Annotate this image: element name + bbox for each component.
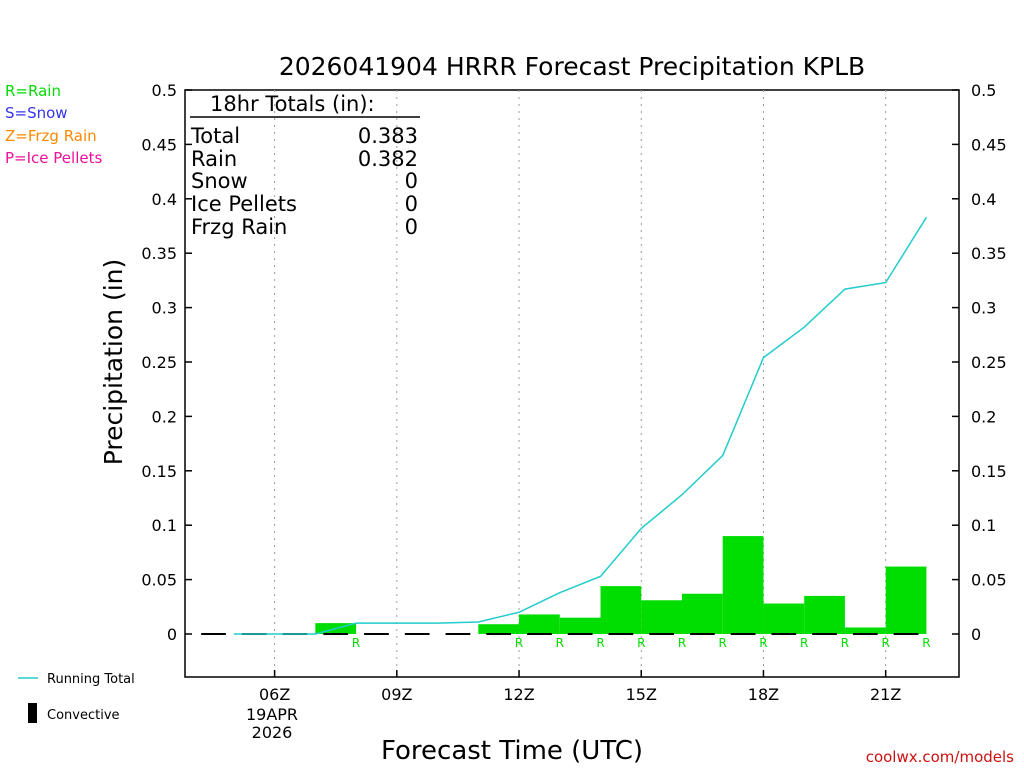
totals-box: 18hr Totals (in): Total 0.383 Rain 0.382…: [190, 92, 420, 239]
y-axis-label: Precipitation (in): [99, 259, 128, 466]
y-tick-label-right: 0.25: [971, 353, 1007, 372]
precip-type-marker: R: [800, 636, 808, 650]
precip-bar: [519, 614, 560, 634]
precip-type-marker: R: [556, 636, 564, 650]
y-tick-label-right: 0.5: [971, 81, 996, 100]
precip-type-marker: R: [922, 636, 930, 650]
legend-ice-pellets: P=Ice Pellets: [5, 149, 102, 167]
precip-type-marker: R: [515, 636, 523, 650]
totals-heading: 18hr Totals (in):: [210, 92, 375, 116]
precip-type-marker: R: [596, 636, 604, 650]
convective-swatch: [28, 703, 37, 723]
totals-value-snow: 0: [405, 169, 418, 193]
precip-type-marker: R: [352, 636, 360, 650]
totals-label-frzg-rain: Frzg Rain: [191, 215, 287, 239]
date-label-year: 2026: [252, 723, 293, 742]
y-axis-right: 0 0.05 0.1 0.15 0.2 0.25 0.3 0.35 0.4 0.45 0.5: [952, 81, 1007, 644]
y-tick-label-left: 0.2: [152, 407, 177, 426]
precip-bar: [722, 536, 764, 634]
x-tick-label: 21Z: [870, 685, 901, 704]
totals-value-rain: 0.382: [358, 147, 418, 171]
plot-frame: [184, 89, 960, 678]
y-tick-label-left: 0.5: [152, 81, 177, 100]
y-tick-label-right: 0.1: [971, 516, 996, 535]
totals-value-ice-pellets: 0: [405, 192, 418, 216]
y-tick-label-left: 0.3: [152, 299, 177, 318]
precip-bar: [844, 627, 886, 634]
precip-bar: [600, 586, 642, 634]
precip-bar: [681, 593, 723, 634]
convective-legend-label: Convective: [47, 708, 120, 723]
y-tick-label-left: 0: [167, 625, 177, 644]
bottom-legend: Running Total Convective: [18, 672, 135, 723]
y-tick-label-left: 0.45: [141, 135, 177, 154]
precip-bar: [559, 617, 601, 634]
y-tick-label-left: 0.4: [152, 190, 177, 209]
y-tick-label-right: 0.35: [971, 244, 1007, 263]
y-axis-left: 0 0.05 0.1 0.15 0.2 0.25 0.3 0.35 0.4 0.45 0.5: [141, 81, 192, 644]
precip-bar: [478, 624, 520, 634]
legend-rain: R=Rain: [5, 82, 61, 100]
x-tick-label: 12Z: [503, 685, 534, 704]
precip-bar: [763, 603, 805, 634]
y-tick-label-left: 0.15: [141, 462, 177, 481]
y-tick-label-right: 0.45: [971, 135, 1007, 154]
totals-label-rain: Rain: [191, 147, 237, 171]
type-legend: R=Rain S=Snow Z=Frzg Rain P=Ice Pellets: [5, 82, 102, 167]
precip-type-marker: R: [719, 636, 727, 650]
date-label-day: 19APR: [246, 705, 298, 724]
x-axis: 06Z 09Z 12Z 15Z 18Z 21Z: [259, 670, 901, 704]
legend-frzg-rain: Z=Frzg Rain: [5, 127, 97, 145]
x-gridlines: [274, 90, 887, 677]
x-tick-label: 18Z: [748, 685, 779, 704]
y-tick-label-left: 0.1: [152, 516, 177, 535]
y-tick-label-right: 0.15: [971, 462, 1007, 481]
totals-value-total: 0.383: [358, 124, 418, 148]
x-tick-label: 06Z: [259, 685, 290, 704]
precip-type-marker: R: [637, 636, 645, 650]
chart-title: 2026041904 HRRR Forecast Precipitation K…: [279, 52, 865, 81]
y-tick-label-left: 0.25: [141, 353, 177, 372]
precip-type-marker: R: [882, 636, 890, 650]
totals-label-total: Total: [190, 124, 240, 148]
y-tick-label-right: 0.05: [971, 571, 1007, 590]
credit-text: coolwx.com/models: [866, 748, 1014, 766]
precip-type-marker: R: [841, 636, 849, 650]
x-tick-label: 09Z: [381, 685, 412, 704]
totals-label-snow: Snow: [191, 169, 248, 193]
x-axis-label: Forecast Time (UTC): [381, 736, 643, 766]
precip-bar: [641, 600, 682, 634]
precip-type-marker: R: [759, 636, 767, 650]
x-tick-label: 15Z: [626, 685, 657, 704]
running-total-layer: [233, 216, 928, 635]
y-tick-label-right: 0: [971, 625, 981, 644]
precip-bar: [804, 595, 845, 634]
y-tick-label-right: 0.4: [971, 190, 996, 209]
y-tick-label-left: 0.05: [141, 571, 177, 590]
precip-bars: [315, 536, 927, 634]
y-tick-label-left: 0.35: [141, 244, 177, 263]
precip-bar: [885, 566, 927, 634]
y-tick-label-right: 0.3: [971, 299, 996, 318]
legend-snow: S=Snow: [5, 104, 68, 122]
totals-value-frzg-rain: 0: [405, 215, 418, 239]
totals-label-ice-pellets: Ice Pellets: [191, 192, 297, 216]
running-total-line: [233, 216, 928, 635]
y-tick-label-right: 0.2: [971, 407, 996, 426]
precip-type-marker: R: [678, 636, 686, 650]
running-total-legend-label: Running Total: [47, 672, 135, 687]
